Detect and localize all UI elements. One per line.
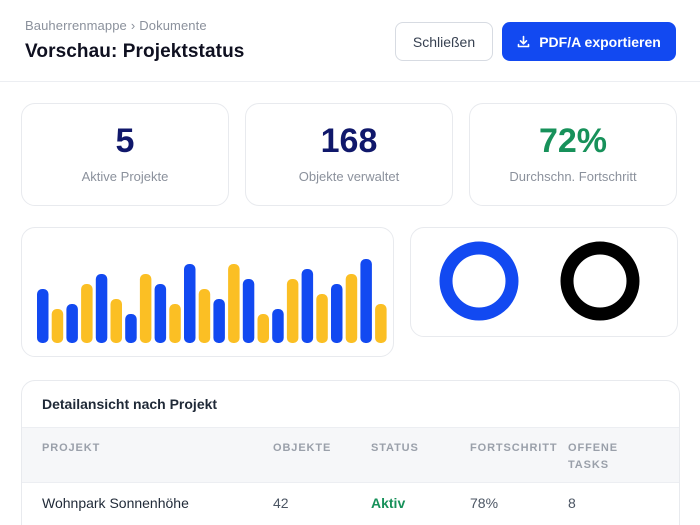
stat-value: 72% [538,122,608,160]
stat-label: Objekte verwaltet [298,169,400,184]
bar-16 [257,314,269,343]
close-button[interactable]: Schließen [395,22,493,61]
column-header-fortschritt[interactable]: FORTSCHRITT [470,442,558,454]
bar-5 [95,274,108,343]
breadcrumb-item-bauherrenmappe[interactable]: Bauherrenmappe [25,18,127,33]
ring-chart [439,241,640,321]
cell-status: Aktiv [371,495,406,511]
export-pdf-button[interactable]: PDF/A exportieren [502,22,676,61]
bar-12 [198,289,211,343]
bar-2 [51,309,64,343]
bar-23 [360,259,372,343]
stat-value: 5 [115,122,135,160]
bar-11 [184,264,196,343]
cell-fortschritt: 78% [470,495,499,511]
cell-offene-tasks: 8 [568,495,576,511]
bar-22 [345,274,358,343]
bar-9 [154,284,167,343]
bar-15 [242,279,255,343]
ring-2 [560,241,640,321]
stat-card-fortschritt: 72% Durchschn. Fortschritt [469,103,677,206]
bar-chart-card [21,227,394,357]
column-header-offene-tasks[interactable]: OFFENE TASKS [568,442,619,471]
stat-label: Aktive Projekte [81,169,169,184]
bar-8 [139,274,152,343]
ring-1 [439,241,519,321]
column-header-objekte[interactable]: OBJEKTE [273,442,332,454]
column-header-projekt[interactable]: PROJEKT [42,442,101,454]
bar-21 [331,284,343,343]
bar-13 [213,299,225,343]
bar-1 [37,289,49,343]
bar-17 [272,309,284,343]
table-title: Detailansicht nach Projekt [42,396,218,412]
bar-4 [81,284,93,343]
cell-projekt: Wohnpark Sonnenhöhe [42,495,189,511]
page-header: Bauherrenmappe › Dokumente Vorschau: Proje… [0,0,700,82]
table-header: PROJEKT OBJEKTE STATUS FORTSCHRITT OFFEN… [22,427,679,483]
bar-7 [125,314,137,343]
download-icon [517,35,530,48]
bar-3 [66,304,78,343]
breadcrumb-item-dokumente[interactable]: Dokumente [139,18,207,33]
bar-6 [110,299,122,343]
ring-chart-card [410,227,678,337]
project-table-card: Detailansicht nach Projekt PROJEKT OBJEK… [21,380,680,525]
bar-20 [316,294,328,343]
export-button-label: PDF/A exportieren [539,33,661,50]
stat-card-objekte-verwaltet: 168 Objekte verwaltet [245,103,453,206]
column-header-status[interactable]: STATUS [371,442,419,454]
bar-14 [228,264,240,343]
breadcrumb-separator: › [130,18,136,33]
bar-18 [286,279,299,343]
stat-value: 168 [320,122,378,160]
bar-10 [169,304,181,343]
breadcrumb: Bauherrenmappe › Dokumente [25,18,207,33]
page-title: Vorschau: Projektstatus [25,41,245,62]
stat-label: Durchschn. Fortschritt [509,169,637,184]
cell-objekte: 42 [273,495,289,511]
bar-chart [37,259,387,343]
bar-24 [375,304,387,343]
stat-card-aktive-projekte: 5 Aktive Projekte [21,103,229,206]
bar-19 [301,269,314,343]
